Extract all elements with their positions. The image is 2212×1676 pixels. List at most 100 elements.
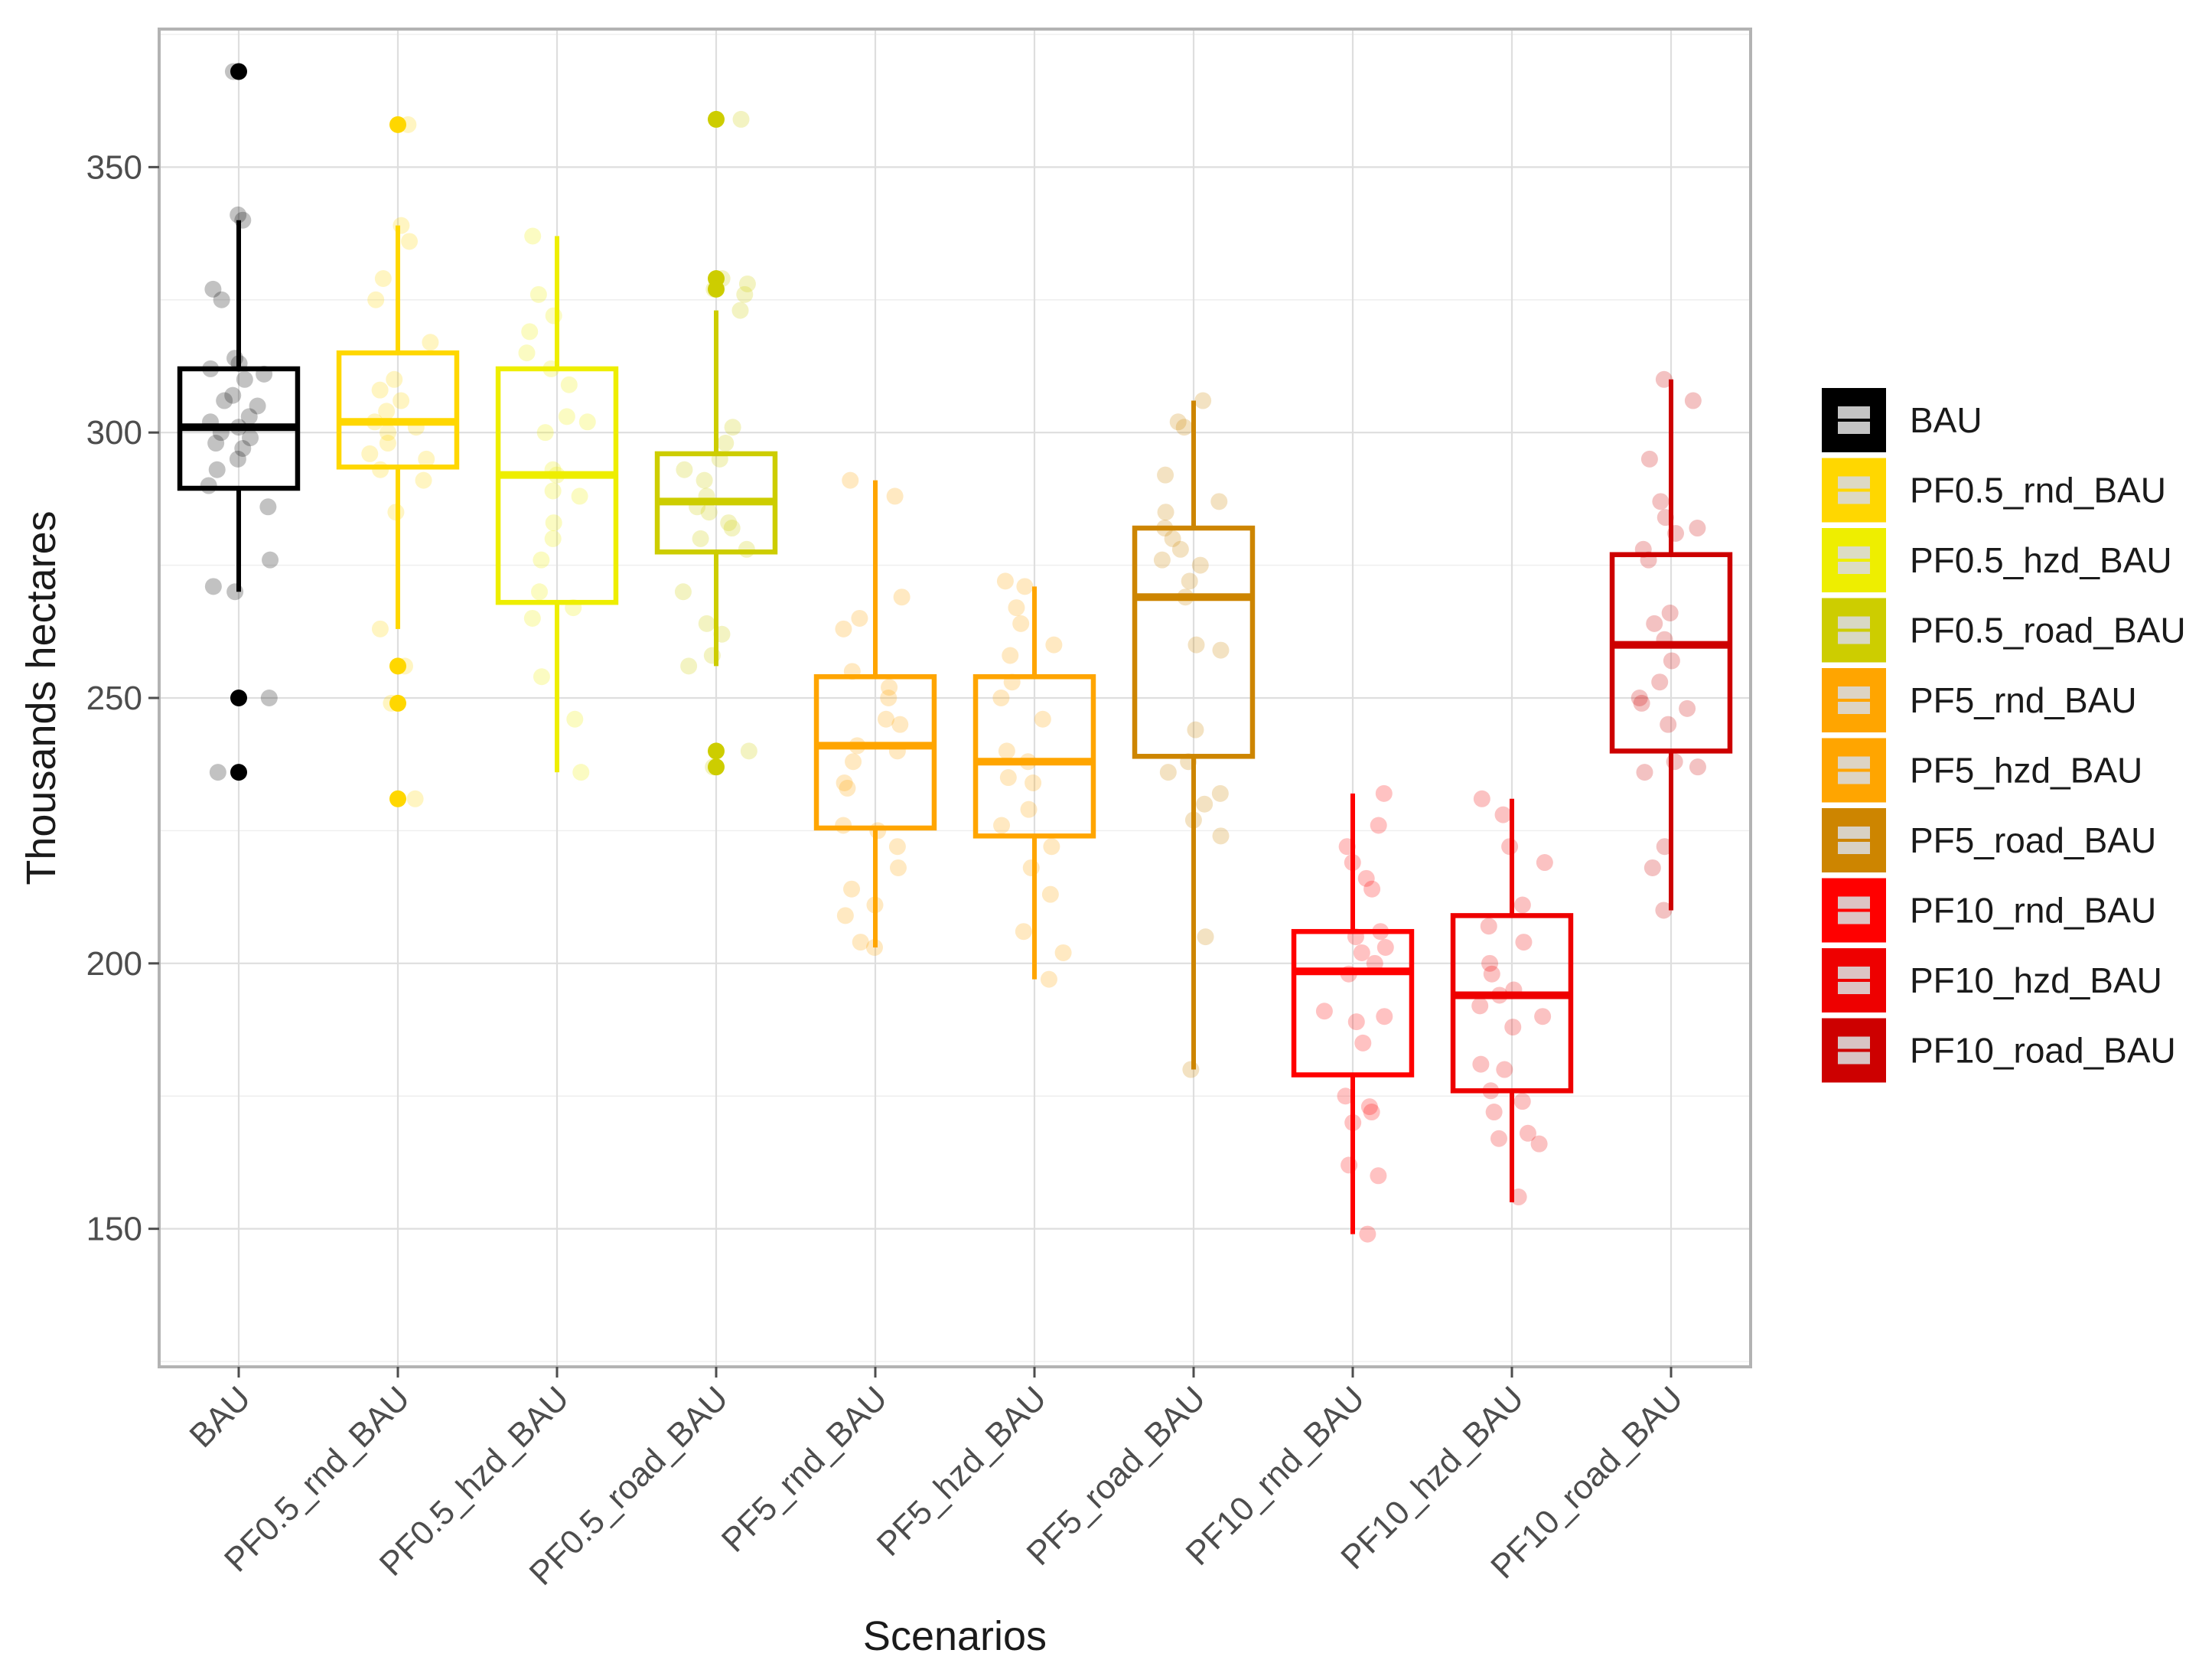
data-point [1041,885,1059,903]
data-point [1513,896,1531,914]
data-point [1002,647,1019,664]
y-tick-label: 300 [86,414,142,452]
data-point [234,439,252,457]
data-point [518,344,536,362]
data-point [1652,493,1670,510]
data-point [891,716,909,733]
data-point [545,307,562,324]
data-point [1663,652,1680,670]
data-point [1043,838,1060,856]
data-point [229,450,246,468]
data-point [572,764,590,781]
legend-entry-label: PF5_road_BAU [1910,820,2156,860]
outlier-point [389,694,406,712]
data-point [372,461,389,478]
data-point [230,206,247,223]
data-point [393,392,410,409]
data-point [692,530,709,547]
data-point [1376,939,1394,957]
outlier-point [230,63,247,80]
data-point [1157,466,1174,484]
data-point [880,690,898,706]
data-point [723,520,741,537]
data-point [1357,869,1375,887]
data-point [1534,1008,1552,1025]
data-point [207,435,225,452]
data-point [558,408,575,426]
data-point [738,540,755,558]
box-iqr [1450,913,1574,1094]
data-point [836,774,853,791]
data-point [213,291,230,308]
data-point [1025,774,1042,791]
outlier-point [389,657,406,675]
legend-key-swatch [1820,876,1888,944]
y-tick-label: 250 [86,680,142,717]
data-point [204,578,222,595]
data-point [893,589,911,606]
data-point [1034,710,1051,728]
data-point [216,392,233,409]
data-point [1169,413,1187,431]
data-point [886,487,904,505]
data-point [1182,1061,1200,1078]
data-point [1655,370,1673,388]
box-iqr [972,674,1096,839]
data-point [720,514,738,532]
data-point [380,424,397,442]
data-point [851,609,868,627]
data-point [1640,450,1658,468]
data-point [1689,520,1706,537]
data-point [393,217,410,234]
data-point [524,227,542,245]
legend-entry-label: PF5_rnd_BAU [1910,680,2137,720]
data-point [1008,599,1025,617]
legend-entry-label: PF0.5_hzd_BAU [1910,540,2172,580]
outlier-point [389,790,406,807]
data-point [1655,902,1673,919]
data-point [1480,918,1497,935]
data-point [523,609,541,627]
box-layer [177,63,1733,1234]
data-point [1164,530,1181,547]
data-point [374,270,392,288]
data-point [1481,954,1499,972]
data-point [696,471,713,489]
legend-entry-label: PF5_hzd_BAU [1910,751,2142,791]
data-point [731,302,749,319]
data-point [544,530,562,547]
data-point [1015,923,1032,941]
outlier-point [230,764,247,781]
data-point [536,424,554,442]
data-point [1360,1098,1378,1116]
data-point [1494,806,1512,823]
data-point [1471,997,1489,1015]
data-point [1473,790,1490,807]
data-point [738,275,756,292]
data-point [415,471,432,489]
data-point [1679,699,1696,717]
data-point [1660,716,1677,733]
data-point [529,285,547,303]
data-point [1197,928,1214,946]
legend-entry-label: PF10_road_BAU [1910,1031,2176,1071]
data-point [533,551,550,569]
data-point [566,710,584,728]
data-point [1337,1087,1354,1105]
data-point [200,477,217,494]
outlier-point [708,110,725,128]
data-point [1651,673,1669,691]
data-point [361,445,379,462]
data-point [998,742,1015,760]
data-point [835,817,852,834]
data-point [1363,880,1381,898]
data-point [1483,965,1500,983]
data-point [1315,1003,1333,1020]
data-point [578,413,596,431]
data-point [367,291,385,308]
data-point [889,859,907,876]
data-point [1661,605,1679,622]
data-point [1012,615,1030,632]
data-point [1022,859,1040,876]
data-point [842,471,859,489]
